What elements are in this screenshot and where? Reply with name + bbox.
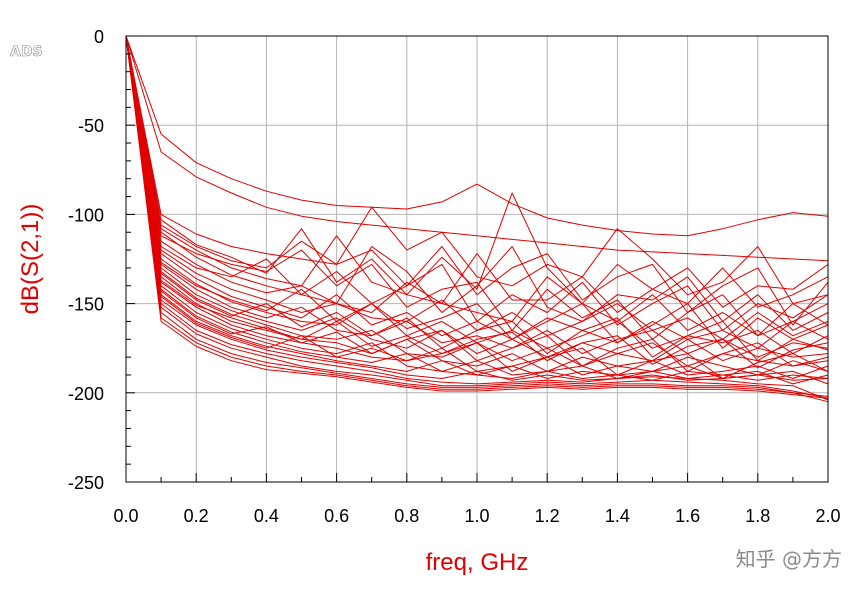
series-line-26 bbox=[125, 35, 829, 340]
series-line-1 bbox=[125, 35, 829, 237]
x-tick-label: 1.8 bbox=[745, 506, 770, 526]
series-line-20 bbox=[125, 35, 829, 401]
y-tick-label: -50 bbox=[78, 116, 104, 136]
watermark: 知乎 @方方 bbox=[736, 547, 842, 571]
x-tick-label: 0.0 bbox=[113, 506, 138, 526]
x-tick-labels: 0.0 0.2 0.4 0.6 0.8 1.0 1.2 1.4 1.6 1.8 2.0 bbox=[113, 506, 840, 526]
series-line-6 bbox=[125, 35, 829, 331]
series-line-22 bbox=[125, 35, 829, 403]
series-line-5 bbox=[125, 35, 829, 313]
x-axis-title: freq, GHz bbox=[426, 549, 529, 576]
series-line-28 bbox=[125, 35, 829, 362]
series-line-24 bbox=[125, 35, 829, 399]
x-tick-label: 1.2 bbox=[535, 506, 560, 526]
series-line-18 bbox=[125, 35, 829, 385]
tick-marks bbox=[125, 35, 829, 483]
series-line-14 bbox=[125, 35, 829, 376]
y-tick-label: -250 bbox=[68, 473, 104, 493]
series-line-12 bbox=[125, 35, 829, 362]
series-line-23 bbox=[125, 35, 829, 397]
y-tick-label: -200 bbox=[68, 384, 104, 404]
x-tick-label: 0.2 bbox=[184, 506, 209, 526]
x-tick-label: 1.4 bbox=[605, 506, 630, 526]
series-line-25 bbox=[125, 35, 829, 331]
series-line-2 bbox=[125, 35, 829, 262]
y-axis-title: dB(S(2,1)) bbox=[17, 204, 44, 315]
series-line-27 bbox=[125, 35, 829, 349]
series-line-21 bbox=[125, 35, 829, 399]
x-tick-label: 0.6 bbox=[324, 506, 349, 526]
series-line-19 bbox=[125, 35, 829, 381]
x-tick-label: 0.8 bbox=[394, 506, 419, 526]
x-tick-label: 1.0 bbox=[464, 506, 489, 526]
x-tick-label: 1.6 bbox=[675, 506, 700, 526]
y-tick-label: -100 bbox=[68, 205, 104, 225]
ads-corner-label: ADS bbox=[10, 44, 43, 60]
y-tick-label: 0 bbox=[94, 27, 104, 47]
y-tick-labels: 0 -50 -100 -150 -200 -250 bbox=[68, 27, 104, 493]
series-line-30 bbox=[125, 35, 829, 379]
series-line-7 bbox=[125, 35, 829, 337]
series-line-29 bbox=[125, 35, 829, 372]
x-tick-label: 0.4 bbox=[254, 506, 279, 526]
series-group bbox=[125, 35, 829, 403]
series-line-32 bbox=[125, 35, 829, 369]
series-line-11 bbox=[125, 35, 829, 358]
y-tick-label: -150 bbox=[68, 295, 104, 315]
series-line-3 bbox=[125, 35, 829, 305]
series-line-31 bbox=[125, 35, 829, 326]
x-tick-label: 2.0 bbox=[815, 506, 840, 526]
